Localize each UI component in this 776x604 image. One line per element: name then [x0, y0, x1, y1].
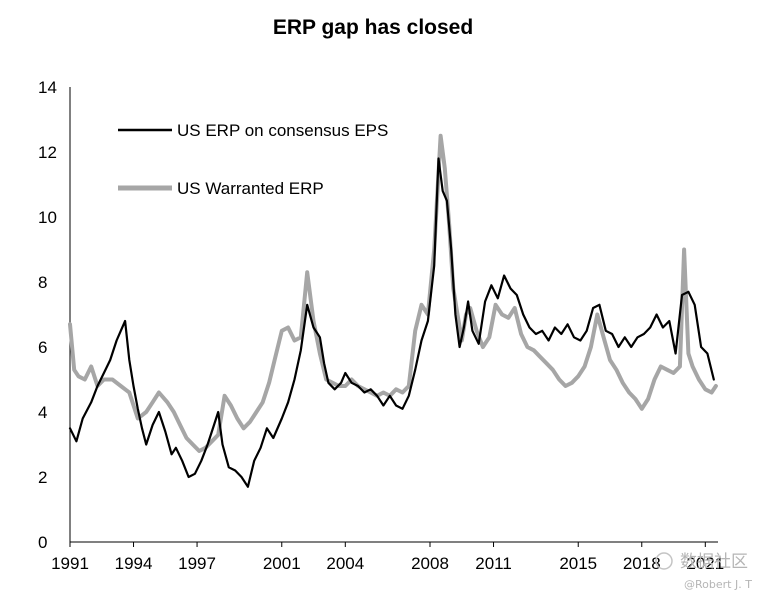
- y-tick-label: 0: [38, 533, 47, 552]
- watermark-text: 数据社区: [680, 552, 748, 572]
- axes: 0 2 4 6 8 10 12 14 1991 1994 1997 2001 2004 2008 2011 2…: [38, 78, 724, 573]
- legend: US ERP on consensus EPS US Warranted ERP: [118, 121, 388, 198]
- series-line-us-erp-consensus: [68, 157, 715, 488]
- x-tick-label: 2011: [475, 554, 512, 573]
- chart-title: ERP gap has closed: [272, 16, 474, 39]
- x-tick-label: 2018: [623, 554, 661, 573]
- legend-label-us-warranted-erp: US Warranted ERP: [177, 179, 324, 198]
- series-layer: [68, 133, 718, 488]
- legend-label-us-erp-consensus: US ERP on consensus EPS: [177, 121, 388, 140]
- y-tick-label: 4: [38, 403, 47, 422]
- x-tick-label: 1997: [178, 554, 216, 573]
- x-tick-label: 2015: [559, 554, 597, 573]
- watermark-author: @Robert J. T: [684, 578, 752, 591]
- y-tick-label: 12: [38, 143, 57, 162]
- y-tick-label: 6: [38, 338, 47, 357]
- watermark-logo-icon: [655, 552, 673, 570]
- x-tick-label: 2004: [326, 554, 364, 573]
- x-tick-label: 1994: [115, 554, 153, 573]
- y-tick-label: 10: [38, 208, 57, 227]
- x-tick-label: 2001: [263, 554, 301, 573]
- x-tick-label: 2008: [411, 554, 449, 573]
- series-line-us-warranted-erp: [68, 133, 718, 453]
- y-tick-label: 2: [38, 468, 47, 487]
- watermark: 数据社区 @Robert J. T: [655, 552, 752, 591]
- y-tick-label: 8: [38, 273, 47, 292]
- y-tick-label: 14: [38, 78, 57, 97]
- x-tick-label: 1991: [51, 554, 89, 573]
- x-tick-label: 2021: [686, 554, 724, 573]
